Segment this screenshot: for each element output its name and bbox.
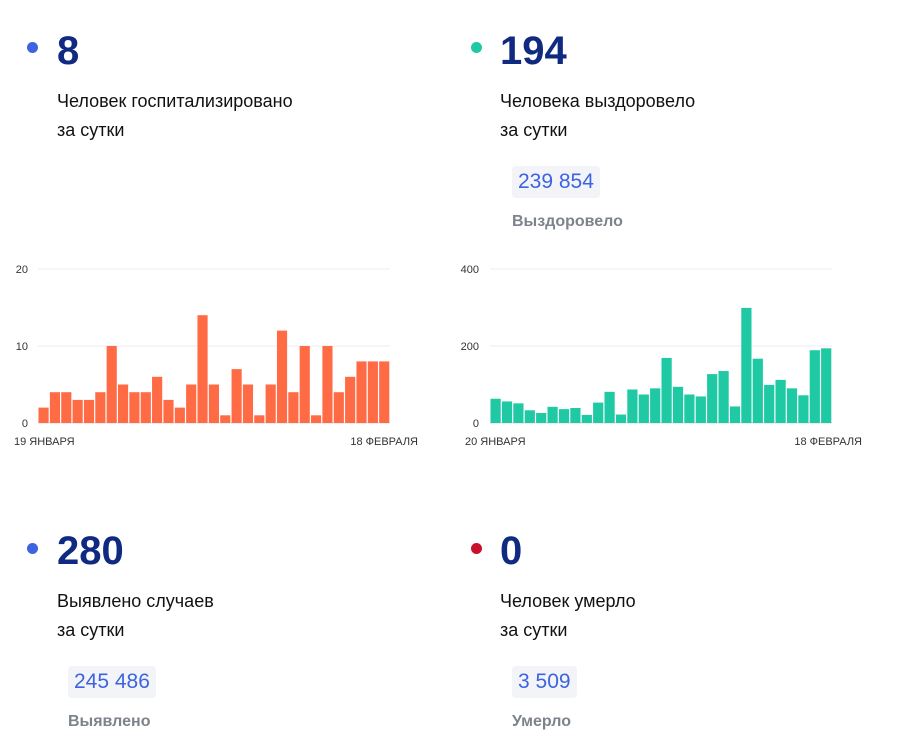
status-dot xyxy=(471,42,482,53)
bar xyxy=(129,392,139,423)
bar xyxy=(525,410,535,423)
cases-label-line1: Выявлено случаев xyxy=(57,587,214,616)
status-dot xyxy=(27,543,38,554)
recovered-chart: 0 200 400 20 ЯНВАРЯ 18 ФЕВРАЛЯ xyxy=(445,255,885,455)
bar xyxy=(719,371,729,423)
bar xyxy=(764,385,774,423)
bar xyxy=(50,392,60,423)
y-tick-label: 0 xyxy=(473,418,479,430)
bar xyxy=(152,377,162,423)
recovered-total-label: Выздоровело xyxy=(512,213,623,231)
bar xyxy=(288,392,298,423)
cases-label: Выявлено случаев за сутки xyxy=(57,587,214,645)
x-start-label: 19 ЯНВАРЯ xyxy=(14,436,75,448)
bar xyxy=(776,380,786,423)
bar xyxy=(254,415,264,423)
y-tick-label: 20 xyxy=(16,264,28,276)
bar xyxy=(345,377,355,423)
cases-total-label: Выявлено xyxy=(68,713,150,731)
recovered-label-line1: Человека выздоровело xyxy=(500,87,695,116)
x-start-label: 20 ЯНВАРЯ xyxy=(465,436,526,448)
bar xyxy=(379,361,389,423)
deaths-label-line1: Человек умерло xyxy=(500,587,636,616)
deaths-label-line2: за сутки xyxy=(500,616,636,645)
deaths-label: Человек умерло за сутки xyxy=(500,587,636,645)
bar xyxy=(356,361,366,423)
bar xyxy=(118,385,128,424)
cases-label-line2: за сутки xyxy=(57,616,214,645)
x-end-label: 18 ФЕВРАЛЯ xyxy=(350,436,418,448)
cases-count: 280 xyxy=(57,531,124,571)
bar xyxy=(209,385,219,424)
bar xyxy=(730,406,740,423)
bar xyxy=(627,390,637,423)
bar xyxy=(650,388,660,423)
recovered-label: Человека выздоровело за сутки xyxy=(500,87,695,145)
hospitalized-chart: 0 10 20 19 ЯНВАРЯ 18 ФЕВРАЛЯ xyxy=(0,255,440,455)
cases-total: 245 486 xyxy=(68,666,156,698)
bar xyxy=(821,348,831,423)
bar xyxy=(684,395,694,423)
bar xyxy=(84,400,94,423)
bar xyxy=(141,392,151,423)
recovered-total: 239 854 xyxy=(512,166,600,198)
bar xyxy=(605,392,615,423)
deaths-total: 3 509 xyxy=(512,666,577,698)
bar xyxy=(639,395,649,423)
recovered-count: 194 xyxy=(500,31,567,71)
bar xyxy=(798,395,808,423)
hospitalized-label-line2: за сутки xyxy=(57,116,293,145)
bar xyxy=(266,385,276,424)
bar xyxy=(311,415,321,423)
bar xyxy=(707,374,717,423)
y-tick-label: 0 xyxy=(22,418,28,430)
bar xyxy=(197,315,207,423)
bar xyxy=(582,415,592,423)
y-tick-label: 10 xyxy=(16,341,28,353)
bar xyxy=(277,331,287,423)
bar xyxy=(753,359,763,423)
bar xyxy=(322,346,332,423)
bar xyxy=(73,400,83,423)
bar xyxy=(787,388,797,423)
bar xyxy=(536,413,546,423)
bar xyxy=(39,408,49,423)
bar xyxy=(334,392,344,423)
recovered-label-line2: за сутки xyxy=(500,116,695,145)
bar xyxy=(548,407,558,423)
bar xyxy=(175,408,185,423)
x-end-label: 18 ФЕВРАЛЯ xyxy=(794,436,862,448)
bar xyxy=(220,415,230,423)
status-dot xyxy=(471,543,482,554)
bar xyxy=(232,369,242,423)
bar xyxy=(300,346,310,423)
bar xyxy=(662,358,672,423)
bar xyxy=(810,350,820,423)
status-dot xyxy=(27,42,38,53)
hospitalized-label-line1: Человек госпитализировано xyxy=(57,87,293,116)
bar xyxy=(616,415,626,423)
bar xyxy=(696,396,706,423)
bar xyxy=(95,392,105,423)
bar xyxy=(593,403,603,423)
bar xyxy=(163,400,173,423)
deaths-total-label: Умерло xyxy=(512,713,571,731)
bar xyxy=(368,361,378,423)
deaths-count: 0 xyxy=(500,531,522,571)
y-tick-label: 200 xyxy=(461,341,479,353)
hospitalized-label: Человек госпитализировано за сутки xyxy=(57,87,293,145)
bar xyxy=(107,346,117,423)
bar xyxy=(570,408,580,423)
bar xyxy=(243,385,253,424)
bar xyxy=(559,409,569,423)
y-tick-label: 400 xyxy=(461,264,479,276)
bar xyxy=(186,385,196,424)
bar xyxy=(513,403,523,423)
bar xyxy=(673,387,683,423)
bar xyxy=(491,399,501,423)
hospitalized-count: 8 xyxy=(57,31,79,71)
bar xyxy=(61,392,71,423)
bar xyxy=(502,401,512,423)
bar xyxy=(741,308,751,423)
